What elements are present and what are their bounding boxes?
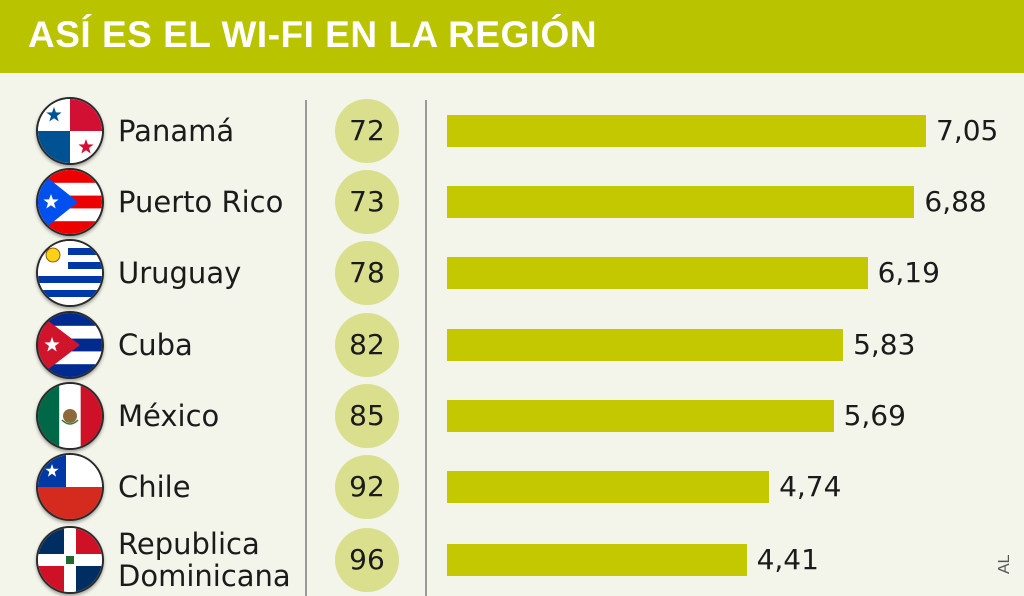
bar bbox=[447, 471, 770, 503]
country-label: Cuba bbox=[118, 328, 193, 362]
rank-badge: 73 bbox=[335, 170, 399, 234]
rank-badge: 82 bbox=[335, 313, 399, 377]
bar bbox=[447, 115, 926, 147]
panama-flag-icon bbox=[38, 99, 102, 163]
value-label: 4,74 bbox=[779, 470, 842, 503]
country-label: Republica Dominicana bbox=[118, 527, 291, 593]
country-label: México bbox=[118, 399, 220, 433]
rank-badge: 92 bbox=[335, 455, 399, 519]
bar bbox=[447, 400, 834, 432]
dominican-republic-flag-icon bbox=[38, 528, 102, 592]
country-label: Chile bbox=[118, 470, 191, 504]
value-label: 6,19 bbox=[877, 256, 940, 289]
bar bbox=[447, 186, 915, 218]
country-label: Uruguay bbox=[118, 256, 242, 290]
header-banner: ASÍ ES EL WI-FI EN LA REGIÓN bbox=[0, 0, 1024, 73]
chile-flag-icon bbox=[38, 455, 102, 519]
rank-badge: 85 bbox=[335, 384, 399, 448]
value-label: 4,41 bbox=[756, 543, 819, 576]
value-label: 5,83 bbox=[853, 328, 916, 361]
bar bbox=[447, 257, 868, 289]
rank-badge: 72 bbox=[335, 99, 399, 163]
rank-badge: 78 bbox=[335, 241, 399, 305]
mexico-flag-icon bbox=[38, 384, 102, 448]
divider-right bbox=[425, 100, 427, 596]
country-label: Panamá bbox=[118, 114, 235, 148]
chart-title: ASÍ ES EL WI-FI EN LA REGIÓN bbox=[28, 14, 598, 55]
bar bbox=[447, 329, 844, 361]
country-label: Puerto Rico bbox=[118, 185, 284, 219]
rank-badge: 96 bbox=[335, 528, 399, 592]
value-label: 5,69 bbox=[843, 399, 906, 432]
value-label: 6,88 bbox=[924, 185, 987, 218]
cuba-flag-icon bbox=[38, 313, 102, 377]
puerto-rico-flag-icon bbox=[38, 170, 102, 234]
credit-text: AL bbox=[996, 554, 1013, 574]
value-label: 7,05 bbox=[936, 114, 999, 147]
uruguay-flag-icon bbox=[38, 241, 102, 305]
divider-left bbox=[305, 100, 307, 596]
bar bbox=[447, 544, 747, 576]
